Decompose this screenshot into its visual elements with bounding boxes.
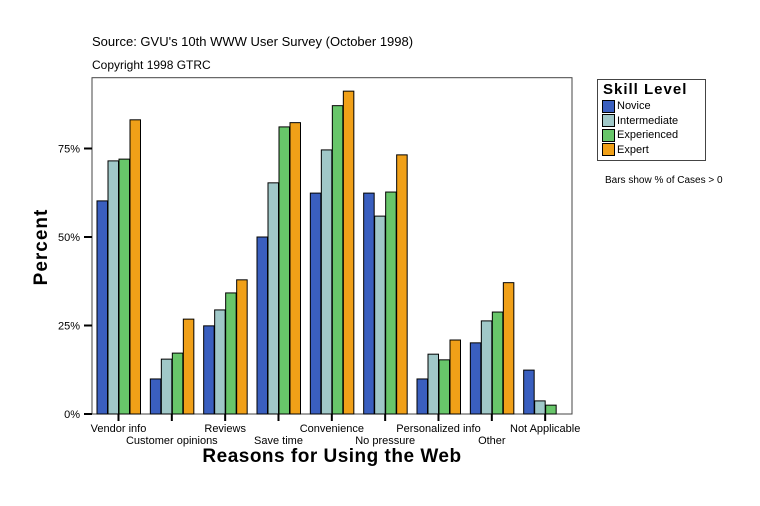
copyright-text: Copyright 1998 GTRC <box>92 58 211 72</box>
legend-label: Intermediate <box>617 114 679 127</box>
bar-intermediate <box>427 353 439 415</box>
legend-item: Expert <box>602 143 678 158</box>
note-text: Bars show % of Cases > 0 <box>605 175 723 186</box>
y-tick-label: 50% <box>58 232 80 244</box>
bar-expert <box>289 122 301 415</box>
legend-item: Experienced <box>602 128 678 143</box>
bar-intermediate <box>534 400 546 415</box>
x-tick-label: Convenience <box>300 423 364 435</box>
bar-intermediate <box>374 215 386 415</box>
legend-item: Novice <box>602 99 678 114</box>
bar-intermediate <box>480 320 493 415</box>
legend-swatch <box>602 114 615 128</box>
bar-intermediate <box>320 149 333 415</box>
legend-label: Experienced <box>617 129 679 142</box>
bar-novice <box>416 378 428 415</box>
bar-novice <box>256 236 268 415</box>
bar-novice <box>469 342 482 415</box>
bar-experienced <box>491 311 504 415</box>
bar-intermediate <box>267 182 279 415</box>
bar-experienced <box>331 105 344 415</box>
bar-experienced <box>171 352 184 415</box>
y-tick-label: 25% <box>58 321 80 333</box>
x-tick-label: No pressure <box>355 435 415 447</box>
bar-expert <box>396 154 408 415</box>
legend-swatch <box>602 143 615 157</box>
bar-expert <box>236 279 248 415</box>
legend-label: Expert <box>617 143 649 156</box>
bar-expert <box>449 339 461 415</box>
bar-experienced <box>545 404 557 415</box>
x-tick-label: Other <box>478 435 506 447</box>
bar-experienced <box>225 292 237 415</box>
x-tick-label: Vendor info <box>91 423 147 435</box>
bar-intermediate <box>160 358 173 415</box>
bar-novice <box>309 192 322 415</box>
source-text: Source: GVU's 10th WWW User Survey (Octo… <box>92 34 414 49</box>
bar-experienced <box>278 126 290 415</box>
legend-title: Skill Level <box>603 81 688 98</box>
bar-intermediate <box>214 309 226 415</box>
bar-novice <box>149 378 162 415</box>
x-tick-label: Save time <box>254 435 303 447</box>
x-axis-title: Reasons for Using the Web <box>202 446 462 467</box>
y-tick-label: 75% <box>58 144 80 156</box>
x-tick-label: Not Applicable <box>510 423 580 435</box>
legend-swatch <box>602 99 615 113</box>
legend: Skill Level Novice Intermediate Experience… <box>597 79 706 161</box>
bar-novice <box>363 192 375 415</box>
bar-intermediate <box>107 160 119 415</box>
bar-experienced <box>385 191 397 415</box>
bar-expert <box>342 90 355 415</box>
bar-expert <box>129 119 141 415</box>
bar-expert <box>182 318 195 415</box>
legend-label: Novice <box>617 100 651 113</box>
bar-novice <box>96 200 108 415</box>
y-tick-label: 0% <box>64 409 80 421</box>
bar-expert <box>502 282 515 415</box>
legend-item: Intermediate <box>602 114 678 129</box>
bar-novice <box>203 325 215 415</box>
x-tick-label: Personalized info <box>396 423 480 435</box>
bar-experienced <box>118 158 130 415</box>
bar-novice <box>523 369 535 415</box>
x-tick-label: Reviews <box>204 423 246 435</box>
legend-swatch <box>602 128 615 142</box>
bar-experienced <box>438 359 450 415</box>
x-tick-label: Customer opinions <box>126 435 218 447</box>
